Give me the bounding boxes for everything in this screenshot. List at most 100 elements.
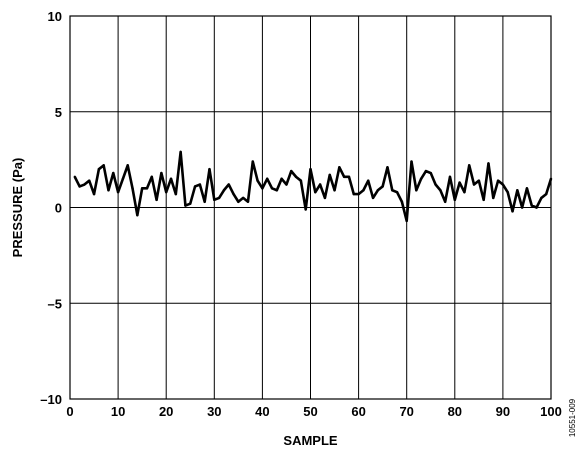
- data-point: [193, 185, 197, 188]
- data-point: [525, 187, 529, 190]
- data-point: [391, 189, 394, 192]
- data-point: [290, 169, 293, 173]
- x-tick-label: 70: [399, 404, 413, 419]
- data-point: [415, 189, 418, 192]
- x-tick-label: 90: [496, 404, 510, 419]
- data-point: [530, 204, 533, 207]
- data-point: [323, 196, 327, 200]
- data-point: [294, 175, 298, 179]
- x-tick-label: 80: [448, 404, 462, 419]
- data-point: [424, 169, 428, 173]
- x-tick-label: 100: [540, 404, 562, 419]
- data-point: [347, 175, 351, 179]
- series-data-points: [73, 150, 553, 223]
- data-point: [410, 160, 413, 163]
- y-tick-label: –10: [40, 392, 62, 407]
- data-point: [213, 198, 216, 202]
- data-point: [88, 179, 91, 182]
- data-point: [121, 177, 125, 180]
- data-point: [376, 189, 380, 192]
- y-axis-title: PRESSURE (Pa): [10, 158, 25, 258]
- x-tick-label: 60: [351, 404, 365, 419]
- data-point: [251, 160, 254, 163]
- data-point: [482, 198, 485, 202]
- data-point: [169, 177, 173, 180]
- data-point: [73, 175, 77, 179]
- data-point: [520, 206, 524, 209]
- data-point: [472, 183, 476, 186]
- data-point: [203, 200, 206, 203]
- data-point: [304, 208, 307, 211]
- data-point: [492, 196, 495, 200]
- data-point: [150, 175, 153, 179]
- data-point: [463, 190, 466, 194]
- data-point: [434, 183, 437, 186]
- data-point: [256, 179, 259, 182]
- data-point: [116, 190, 120, 194]
- data-point: [357, 192, 360, 196]
- data-point: [458, 181, 461, 184]
- data-point: [439, 189, 442, 192]
- data-point: [338, 166, 341, 169]
- data-point: [126, 164, 129, 167]
- x-tick-label: 40: [255, 404, 269, 419]
- data-point: [448, 175, 452, 179]
- data-point: [314, 190, 317, 194]
- data-point: [78, 185, 81, 188]
- data-point: [165, 190, 168, 194]
- data-point: [285, 183, 288, 186]
- data-point: [232, 192, 235, 196]
- data-point: [131, 187, 134, 190]
- y-tick-label: 10: [48, 9, 62, 24]
- y-tick-label: –5: [48, 296, 62, 311]
- data-point: [501, 183, 505, 186]
- data-point: [400, 200, 404, 203]
- data-point: [92, 192, 96, 196]
- data-point: [136, 213, 139, 217]
- data-point: [145, 187, 149, 190]
- data-point: [371, 196, 375, 200]
- y-tick-label: 0: [55, 201, 62, 216]
- data-point: [453, 198, 456, 202]
- data-point: [246, 200, 250, 203]
- data-point: [540, 196, 543, 200]
- grid-lines: [70, 16, 551, 399]
- data-point: [386, 166, 389, 169]
- data-point: [367, 179, 370, 182]
- data-point: [270, 187, 274, 190]
- data-point: [83, 183, 86, 186]
- data-point: [179, 150, 182, 154]
- data-point: [511, 210, 514, 213]
- data-point: [237, 200, 240, 203]
- data-point: [174, 192, 178, 196]
- x-axis-tick-labels: 0 10 20 30 40 50 60 70 80 90 100: [66, 404, 561, 419]
- data-point: [506, 190, 509, 194]
- data-point: [160, 171, 163, 175]
- data-point: [516, 189, 519, 192]
- data-point: [429, 171, 432, 175]
- data-point: [328, 173, 331, 177]
- data-point: [318, 183, 322, 186]
- data-point: [261, 187, 264, 190]
- data-point: [140, 187, 144, 190]
- data-point: [275, 189, 279, 192]
- data-point: [198, 183, 202, 186]
- data-point: [299, 179, 303, 182]
- figure-id-label: 10551-009: [568, 398, 577, 437]
- x-tick-label: 0: [66, 404, 73, 419]
- x-tick-label: 10: [111, 404, 125, 419]
- data-point: [443, 200, 447, 203]
- data-point: [405, 219, 408, 223]
- data-point: [395, 190, 399, 194]
- data-point: [381, 185, 384, 188]
- data-point: [419, 177, 423, 180]
- data-point: [487, 162, 490, 165]
- data-point: [217, 196, 221, 200]
- x-axis-title: SAMPLE: [283, 433, 338, 448]
- data-point: [549, 177, 553, 180]
- data-point: [309, 168, 312, 171]
- data-point: [468, 164, 471, 167]
- data-point: [222, 189, 226, 192]
- data-point: [227, 183, 230, 186]
- data-point: [496, 179, 500, 182]
